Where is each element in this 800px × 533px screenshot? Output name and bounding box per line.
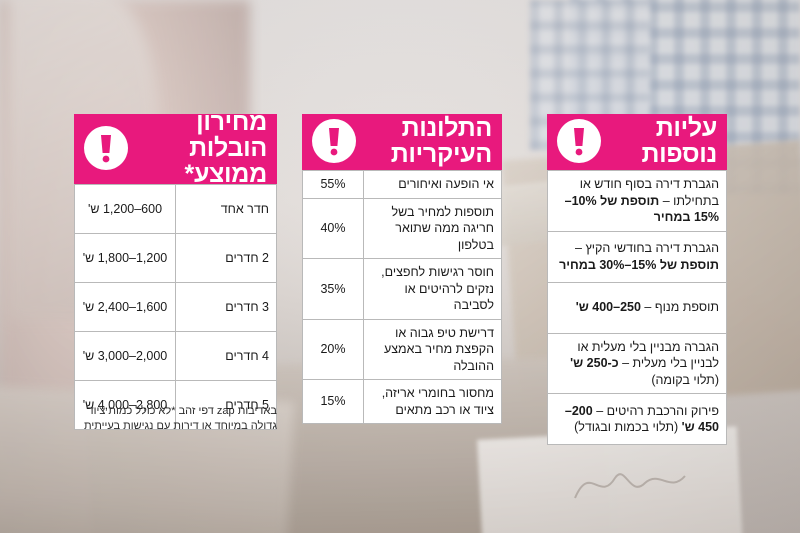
complaint-text-5: מחסור בחומרי אריזה, ציוד או רכב מתאים	[363, 379, 502, 424]
panel-header-price-list: מחירון הובלות ממוצע*	[74, 108, 277, 187]
table-row: תוספת מנוף – 250–400 ש'	[547, 281, 727, 334]
table-row: מחסור בחומרי אריזה, ציוד או רכב מתאים 15…	[302, 379, 502, 424]
price-rooms-4: 4 חדרים	[175, 331, 277, 381]
table-row: 5 חדרים 2,800–4,000 ש'	[74, 380, 277, 430]
table-main-complaints: אי הופעה ואיחורים 55% תוספות למחיר בשל ח…	[302, 170, 502, 424]
panel-price-list: מחירון הובלות ממוצע* חדר אחד 600–1,200 ש…	[74, 108, 277, 430]
exclamation-mark-icon	[84, 126, 128, 170]
exclamation-mark-icon	[557, 119, 601, 163]
panel-additional-costs: עליות נוספות הגברת דירה בסוף חודש או בתח…	[547, 114, 727, 445]
table-row: תוספות למחיר בשל חריגה ממה שתואר בטלפון …	[302, 197, 502, 259]
complaint-text-1: אי הופעה ואיחורים	[363, 170, 502, 199]
price-range-3: 1,600–2,400 ש'	[74, 282, 176, 332]
background-signature-scribble	[574, 473, 686, 499]
price-rooms-5: 5 חדרים	[175, 380, 277, 430]
cost-item-1: הגברת דירה בסוף חודש או בתחילתו – תוספת …	[547, 170, 727, 232]
table-row: 4 חדרים 2,000–3,000 ש'	[74, 331, 277, 381]
cost-item-2: הגברת דירה בחודשי הקיץ – תוספת של 15%–30…	[547, 230, 727, 283]
price-rooms-1: חדר אחד	[175, 184, 277, 234]
complaint-text-4: דרישת טיפ גבוה או הקפצת מחיר באמצע ההובל…	[363, 318, 502, 380]
panel-title-additional-costs: עליות נוספות	[641, 113, 717, 168]
panel-title-price-list: מחירון הובלות ממוצע*	[184, 107, 268, 189]
exclamation-mark-icon	[312, 119, 356, 163]
cost-item-4: הגברה מבניין בלי מעלית או לבניין בלי מעל…	[547, 332, 727, 394]
complaint-percent-5: 15%	[302, 379, 364, 424]
price-range-4: 2,000–3,000 ש'	[74, 331, 176, 381]
complaint-percent-1: 55%	[302, 170, 364, 199]
complaint-text-2: תוספות למחיר בשל חריגה ממה שתואר בטלפון	[363, 197, 502, 259]
table-row: פירוק והרכבת רהיטים – 200–450 ש' (תלוי ב…	[547, 393, 727, 445]
table-row: הגברה מבניין בלי מעלית או לבניין בלי מעל…	[547, 332, 727, 394]
table-price-list: חדר אחד 600–1,200 ש' 2 חדרים 1,200–1,800…	[74, 184, 277, 430]
panel-header-additional-costs: עליות נוספות	[547, 114, 727, 170]
table-row: 2 חדרים 1,200–1,800 ש'	[74, 233, 277, 283]
price-range-2: 1,200–1,800 ש'	[74, 233, 176, 283]
complaint-percent-4: 20%	[302, 318, 364, 380]
panel-header-main-complaints: התלונות העיקריות	[302, 114, 502, 170]
price-list-footnote: באדיבות zap דפי זהב *לא כולל כמות ציוד ג…	[84, 405, 277, 432]
table-row: הגברת דירה בסוף חודש או בתחילתו – תוספת …	[547, 170, 727, 232]
table-row: אי הופעה ואיחורים 55%	[302, 170, 502, 199]
price-rooms-2: 2 חדרים	[175, 233, 277, 283]
price-rooms-3: 3 חדרים	[175, 282, 277, 332]
price-range-1: 600–1,200 ש'	[74, 184, 176, 234]
price-range-5: 2,800–4,000 ש'	[74, 380, 176, 430]
table-row: הגברת דירה בחודשי הקיץ – תוספת של 15%–30…	[547, 230, 727, 283]
table-row: 3 חדרים 1,600–2,400 ש'	[74, 282, 277, 332]
table-row: חדר אחד 600–1,200 ש'	[74, 184, 277, 234]
table-row: דרישת טיפ גבוה או הקפצת מחיר באמצע ההובל…	[302, 318, 502, 380]
complaint-percent-3: 35%	[302, 258, 364, 320]
table-row: חוסר רגישות לחפצים, נזקים לרהיטים או לסב…	[302, 258, 502, 320]
panel-title-main-complaints: התלונות העיקריות	[390, 113, 493, 168]
cost-item-5: פירוק והרכבת רהיטים – 200–450 ש' (תלוי ב…	[547, 393, 727, 445]
cost-item-3: תוספת מנוף – 250–400 ש'	[547, 281, 727, 334]
complaint-text-3: חוסר רגישות לחפצים, נזקים לרהיטים או לסב…	[363, 258, 502, 320]
complaint-percent-2: 40%	[302, 197, 364, 259]
table-additional-costs: הגברת דירה בסוף חודש או בתחילתו – תוספת …	[547, 170, 727, 445]
panel-main-complaints: התלונות העיקריות אי הופעה ואיחורים 55% ת…	[302, 114, 502, 424]
